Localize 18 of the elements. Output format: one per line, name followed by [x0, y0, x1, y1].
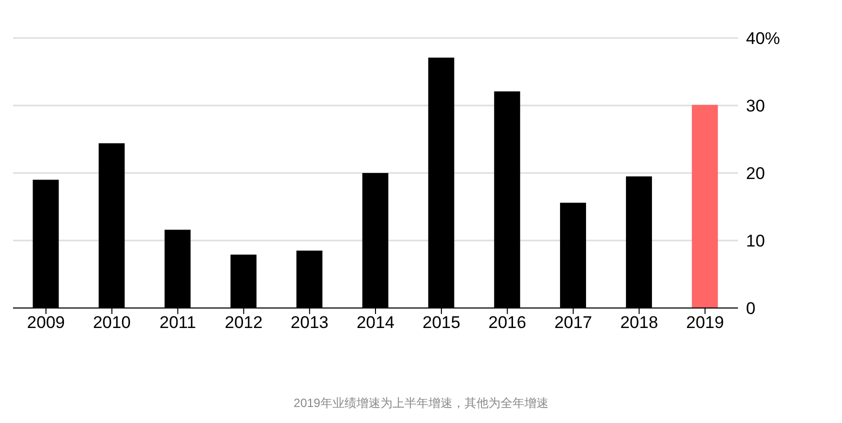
x-tick-label: 2019 [686, 313, 724, 332]
x-tick-label: 2016 [488, 313, 526, 332]
x-tick-label: 2015 [422, 313, 460, 332]
y-tick-label: 40% [746, 29, 780, 48]
x-tick-label: 2018 [620, 313, 658, 332]
y-tick-label: 30 [746, 96, 765, 116]
x-tick-label: 2012 [224, 313, 263, 332]
bar [692, 104, 718, 308]
x-tick-label: 2017 [554, 313, 592, 332]
x-tick-label: 2013 [290, 313, 329, 332]
x-tick-label: 2014 [356, 313, 394, 332]
y-tick-label: 10 [746, 232, 765, 251]
x-tick-label: 2010 [92, 313, 131, 332]
x-tick-label: 2011 [159, 313, 196, 332]
x-tick-label: 2009 [27, 313, 65, 332]
text: 2019年业绩增速为上半年增速，其他为全年增速 [292, 395, 550, 412]
y-tick-label: 20 [746, 164, 765, 184]
y-tick-label: 0 [746, 299, 756, 318]
